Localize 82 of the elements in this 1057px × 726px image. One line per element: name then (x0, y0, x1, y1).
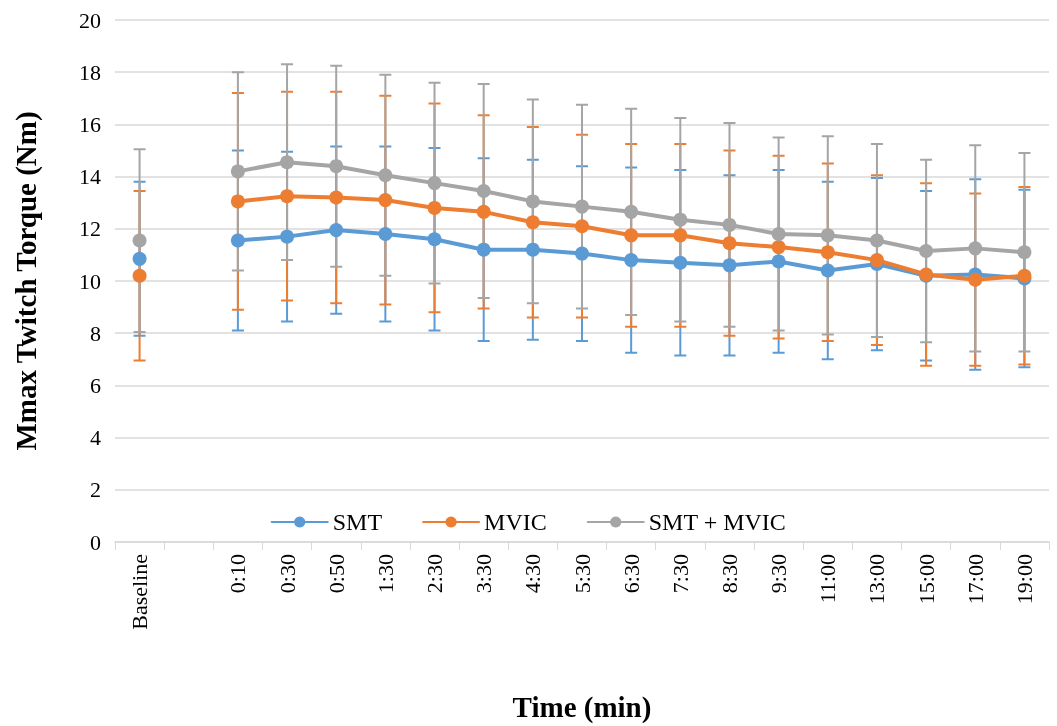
x-tick-label: 8:30 (716, 554, 742, 594)
point (820, 228, 835, 243)
x-tick-label: 0:50 (323, 554, 349, 594)
point (230, 233, 245, 248)
y-tick-label: 0 (90, 529, 101, 555)
point (329, 159, 344, 174)
point (427, 176, 442, 191)
point (476, 183, 491, 198)
y-axis-title: Mmax Twitch Torque (Nm) (9, 111, 43, 451)
point (722, 217, 737, 232)
y-tick-label: 4 (90, 425, 101, 451)
point (673, 255, 688, 270)
point (329, 223, 344, 238)
point (968, 241, 983, 256)
point (378, 193, 393, 208)
point (378, 227, 393, 242)
x-axis-title: Time (min) (512, 690, 652, 724)
y-tick-label: 18 (79, 59, 101, 85)
point (673, 228, 688, 243)
x-tick-label: 4:30 (520, 554, 546, 594)
x-tick-label: 15:00 (913, 554, 939, 605)
point (869, 233, 884, 248)
point (624, 228, 639, 243)
x-tick-label: 3:30 (471, 554, 497, 594)
x-tick-label: 9:30 (766, 554, 792, 594)
x-tick-label: 17:00 (962, 554, 988, 605)
point (673, 212, 688, 227)
point (525, 194, 540, 209)
point (771, 240, 786, 255)
point (378, 168, 393, 183)
point (771, 227, 786, 242)
point (132, 251, 147, 266)
point (968, 272, 983, 287)
point (427, 232, 442, 247)
x-tick-label: 6:30 (618, 554, 644, 594)
x-tick-label: 1:30 (372, 554, 398, 594)
point (722, 236, 737, 251)
point (624, 253, 639, 268)
point (525, 242, 540, 257)
point (525, 215, 540, 230)
y-tick-label: 2 (90, 477, 101, 503)
x-tick-label: 13:00 (864, 554, 890, 605)
y-tick-label: 12 (79, 216, 101, 242)
point (280, 229, 295, 244)
y-tick-label: 8 (90, 320, 101, 346)
point (230, 194, 245, 209)
x-tick-label: 19:00 (1011, 554, 1037, 605)
point (575, 199, 589, 214)
x-tick-label: 5:30 (569, 554, 595, 594)
y-tick-label: 14 (79, 164, 101, 190)
legend-label: MVIC (484, 509, 547, 535)
point (476, 242, 491, 257)
point (919, 243, 934, 258)
point (329, 190, 344, 205)
legend-label: SMT + MVIC (648, 509, 786, 535)
point (820, 263, 835, 278)
point (132, 268, 147, 283)
x-tick-label: 11:00 (815, 554, 841, 604)
point (869, 253, 884, 268)
point (280, 155, 295, 170)
point (575, 246, 589, 261)
x-tick-label: Baseline (127, 554, 153, 630)
point (575, 219, 589, 234)
x-tick-label: 0:10 (225, 554, 251, 594)
point (624, 204, 639, 219)
y-tick-label: 16 (79, 111, 101, 137)
point (132, 233, 147, 248)
point (771, 254, 786, 269)
y-tick-label: 10 (79, 268, 101, 294)
y-tick-label: 20 (79, 7, 101, 33)
x-tick-label: 0:30 (274, 554, 300, 594)
y-tick-label: 6 (90, 372, 101, 398)
x-tick-label: 7:30 (667, 554, 693, 594)
point (476, 204, 491, 219)
legend-label: SMT (332, 509, 383, 535)
point (427, 200, 442, 215)
point (230, 164, 245, 179)
point (280, 189, 295, 204)
point (1017, 245, 1032, 260)
point (820, 245, 835, 260)
x-tick-label: 2:30 (422, 554, 448, 594)
point (722, 258, 737, 273)
